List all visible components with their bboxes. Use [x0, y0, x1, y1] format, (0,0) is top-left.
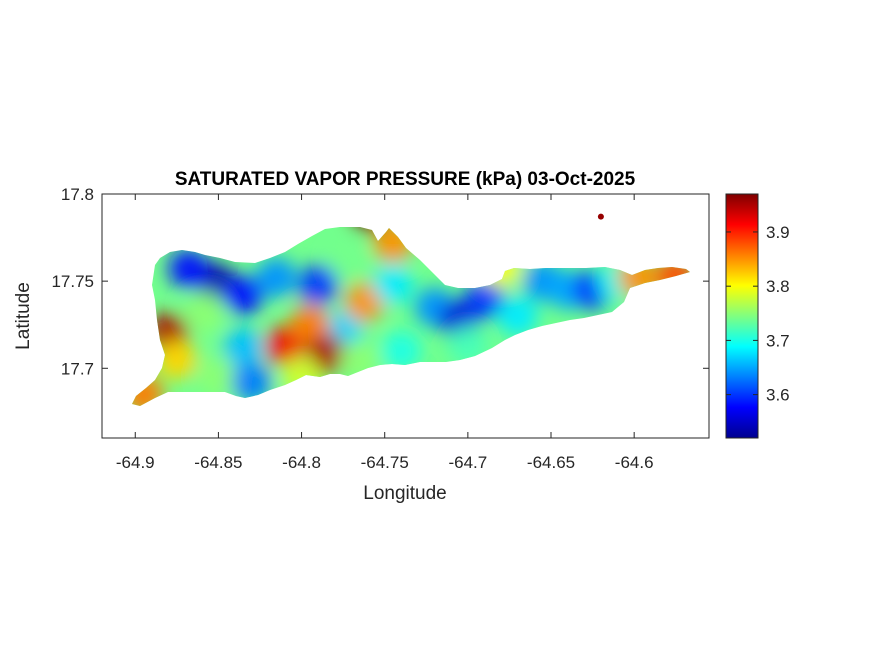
field-point-17 — [328, 240, 369, 281]
x-tick-label-5: -64.65 — [527, 453, 575, 472]
x-tick-label-4: -64.7 — [448, 453, 487, 472]
field-point-9 — [185, 292, 226, 333]
field-point-14 — [289, 304, 330, 345]
field-point-1 — [168, 248, 209, 289]
colorbar-tick-label-1: 3.7 — [766, 331, 790, 350]
x-tick-label-6: -64.6 — [615, 453, 654, 472]
field-point-2 — [223, 275, 264, 316]
colorbar — [725, 193, 759, 439]
field-point-7 — [156, 339, 197, 380]
field-point-10 — [223, 327, 264, 368]
field-point-12 — [231, 362, 272, 403]
colorbar-tick-label-0: 3.6 — [766, 386, 790, 405]
field-point-4 — [298, 264, 339, 305]
y-tick-label-1: 17.75 — [51, 272, 94, 291]
field-point-20 — [373, 264, 414, 305]
x-tick-label-1: -64.85 — [194, 453, 242, 472]
x-axis-label: Longitude — [363, 483, 446, 504]
x-axis: -64.9 -64.85 -64.8 -64.75 -64.7 -64.65 -64.6 — [116, 194, 654, 472]
x-tick-label-0: -64.9 — [116, 453, 155, 472]
chart-title: SATURATED VAPOR PRESSURE (kPa) 03-Oct-20… — [175, 169, 636, 190]
field-point-11 — [198, 357, 239, 397]
field-point-3 — [256, 257, 297, 298]
y-axis: 17.7 17.75 17.8 — [51, 185, 709, 378]
colorbar-tick-label-3: 3.9 — [766, 223, 790, 242]
islet-marker — [597, 213, 604, 220]
x-tick-label-2: -64.8 — [282, 453, 321, 472]
field-point-23 — [464, 278, 505, 319]
y-tick-label-2: 17.8 — [61, 185, 94, 204]
plot-frame — [101, 193, 710, 439]
colorbar-tick-label-2: 3.8 — [766, 277, 790, 296]
y-axis-label: Latitude — [13, 282, 34, 350]
colorbar-ticks: 3.6 3.7 3.8 3.9 — [726, 223, 790, 405]
field-point-24 — [381, 330, 422, 371]
x-tick-label-3: -64.75 — [361, 453, 409, 472]
y-tick-label-0: 17.7 — [61, 359, 94, 378]
field-point-26 — [497, 296, 538, 336]
